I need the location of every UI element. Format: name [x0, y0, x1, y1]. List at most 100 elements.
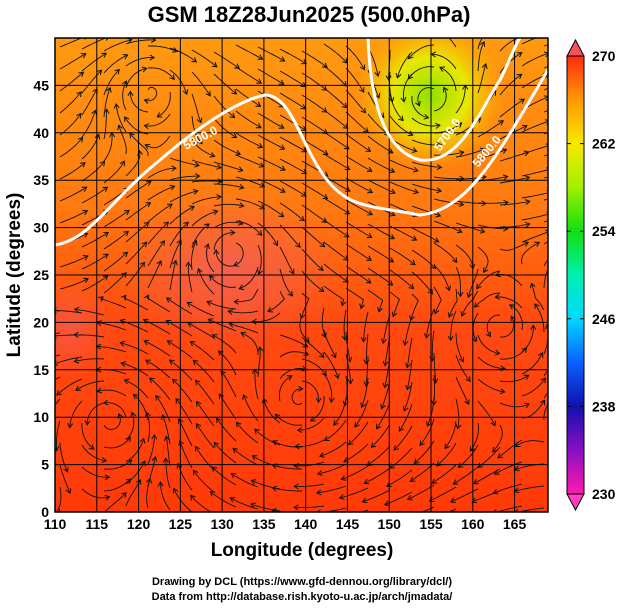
streamline	[103, 109, 108, 140]
x-tick-label: 120	[127, 516, 151, 532]
streamline-arrow	[514, 508, 519, 512]
streamline-arrow	[431, 478, 438, 484]
y-axis-label: Latitude (degrees)	[4, 193, 25, 358]
streamline	[279, 92, 306, 110]
streamline	[433, 264, 450, 291]
streamline	[147, 434, 155, 465]
streamline-arrow	[389, 210, 396, 217]
streamline-arrow	[166, 340, 173, 346]
streamline	[323, 373, 333, 403]
streamline	[333, 397, 347, 426]
streamline	[187, 302, 215, 317]
streamline	[408, 44, 435, 60]
streamline-arrow	[331, 352, 337, 359]
streamline-arrow	[408, 283, 415, 290]
streamline-arrow	[514, 441, 521, 447]
streamline	[209, 275, 237, 288]
streamline-arrow	[389, 463, 395, 469]
streamline	[165, 436, 171, 467]
streamline	[55, 309, 83, 314]
streamline-arrow	[167, 203, 173, 209]
streamline-arrow	[473, 302, 480, 308]
streamline-arrow	[211, 61, 218, 68]
streamline-arrow	[257, 269, 263, 276]
streamline	[236, 422, 259, 444]
streamline	[474, 292, 501, 308]
streamline-arrow	[406, 495, 413, 501]
streamline	[419, 418, 435, 446]
streamline-arrow	[303, 350, 310, 357]
streamline-arrow	[485, 331, 492, 338]
streamline-arrow	[366, 232, 373, 239]
streamline	[59, 137, 83, 158]
streamline	[521, 38, 538, 45]
streamline-arrow	[458, 150, 465, 156]
streamline-arrow	[344, 164, 351, 171]
streamline-arrow	[524, 199, 531, 205]
streamline-arrow	[343, 255, 349, 261]
streamline-arrow	[56, 390, 62, 396]
streamline	[103, 413, 121, 431]
streamline	[175, 398, 193, 425]
streamline	[389, 447, 413, 469]
streamline	[476, 270, 501, 289]
streamline	[411, 249, 436, 269]
cold-anomaly	[355, 38, 505, 170]
streamline-arrow	[178, 439, 184, 446]
streamline	[316, 485, 347, 494]
streamline-arrow	[272, 240, 279, 247]
streamline-arrow	[65, 488, 72, 495]
streamline	[323, 175, 351, 192]
streamline-arrow	[439, 66, 446, 72]
streamline-arrow	[101, 457, 108, 464]
streamline	[103, 231, 129, 250]
streamline-arrow	[398, 115, 404, 122]
streamline-arrow	[196, 117, 203, 124]
streamline-arrow	[552, 348, 557, 353]
streamline-arrow	[192, 188, 199, 195]
streamline	[431, 464, 457, 484]
streamline	[444, 420, 457, 449]
streamline	[447, 508, 457, 512]
streamline-arrow	[340, 300, 347, 307]
streamline-arrow	[206, 300, 213, 306]
streamline	[59, 464, 71, 494]
streamline-arrow	[209, 275, 215, 281]
streamline	[191, 93, 202, 123]
streamline	[495, 296, 523, 309]
streamline	[279, 136, 307, 153]
streamline	[319, 507, 347, 512]
streamline	[156, 91, 171, 118]
streamline	[354, 399, 369, 428]
streamline	[239, 266, 259, 290]
streamline-arrow	[347, 439, 354, 446]
streamline-arrow	[508, 304, 515, 310]
streamline-arrow	[145, 202, 152, 208]
streamline-arrow	[436, 141, 443, 148]
streamline-arrow	[132, 393, 139, 400]
streamline-arrow	[231, 89, 238, 95]
streamline	[407, 484, 435, 500]
streamline	[59, 186, 87, 202]
streamline	[514, 485, 545, 492]
streamline-arrow	[479, 41, 485, 47]
streamline-arrow	[413, 188, 420, 195]
streamline-arrow	[209, 491, 216, 497]
streamline-arrow	[237, 166, 244, 173]
streamline	[455, 332, 464, 363]
streamline	[301, 116, 328, 134]
streamline-arrow	[67, 422, 74, 429]
streamline	[211, 466, 237, 486]
streamline-arrow	[464, 399, 470, 406]
streamline-arrow	[84, 420, 91, 426]
streamline-arrow	[235, 150, 242, 156]
streamline	[301, 380, 320, 403]
streamline	[169, 175, 200, 181]
streamline	[56, 486, 62, 512]
streamline-arrow	[77, 136, 84, 143]
streamline-arrow	[452, 479, 459, 485]
streamline	[213, 221, 243, 229]
streamline-arrow	[359, 303, 365, 310]
streamline	[272, 487, 302, 492]
streamline	[191, 49, 218, 68]
